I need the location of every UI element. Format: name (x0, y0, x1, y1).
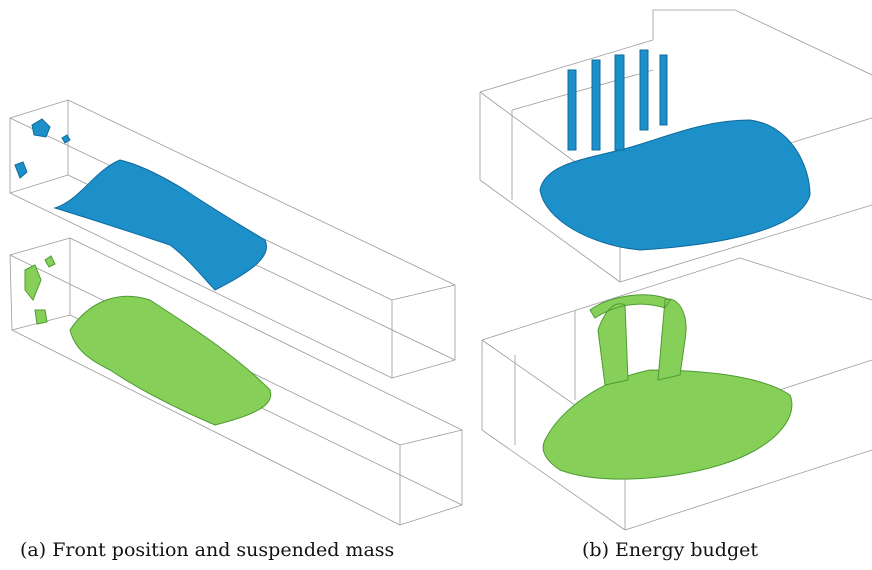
caption: (a) Front position and suspended mass (20, 539, 394, 561)
vortex-isosurface (25, 256, 271, 425)
vortex-isosurface (543, 295, 792, 479)
figure: (a) Front position and suspended mass (b… (0, 0, 872, 570)
caption: (b) Energy budget (582, 539, 758, 561)
front-isosurface (540, 50, 810, 250)
